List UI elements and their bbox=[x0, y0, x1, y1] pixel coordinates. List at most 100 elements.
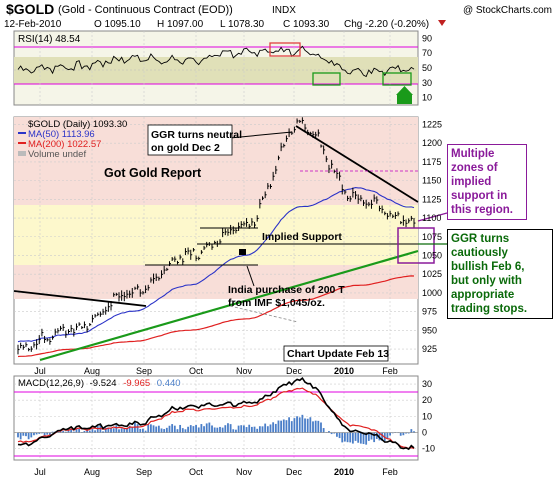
macd-hist-bar bbox=[118, 429, 120, 433]
zone-yellow bbox=[14, 205, 418, 265]
macd-hist-bar bbox=[359, 432, 362, 444]
macd-tick-label: 0 bbox=[422, 428, 427, 438]
header-close: C 1093.30 bbox=[283, 19, 330, 30]
price-month-label: Sep bbox=[136, 366, 152, 376]
macd-hist-bar bbox=[43, 432, 46, 436]
rsi-tick-label: 30 bbox=[422, 78, 432, 88]
watermark: @ StockCharts.com bbox=[463, 5, 552, 16]
macd-hist-bar bbox=[266, 426, 269, 433]
price-tick-label: 1075 bbox=[422, 232, 442, 242]
price-tick-label: 1000 bbox=[422, 288, 442, 298]
legend-ma200-swatch bbox=[18, 142, 26, 144]
bullish-line-5: appropriate bbox=[451, 289, 515, 301]
macd-hist-bar bbox=[277, 420, 280, 433]
macd-hist-bar bbox=[208, 422, 211, 433]
macd-hist-bar bbox=[258, 426, 261, 433]
price-month-label: Feb bbox=[382, 366, 398, 376]
multiple-line-4: support in bbox=[451, 190, 508, 202]
macd-hist-bar bbox=[51, 431, 54, 433]
macd-hist-bar bbox=[407, 432, 410, 434]
rsi-overbought-box bbox=[269, 42, 301, 57]
macd-hist-bar bbox=[306, 418, 309, 433]
macd-hist-bar bbox=[280, 420, 283, 433]
rsi-tick-label: 10 bbox=[422, 93, 432, 103]
macd-tick-label: -10 bbox=[422, 444, 435, 454]
rsi-line bbox=[17, 45, 415, 78]
macd-hist-bar bbox=[75, 428, 78, 433]
macd-hist-bar bbox=[240, 425, 243, 433]
macd-hist-bar bbox=[96, 426, 99, 433]
header-high: H 1097.00 bbox=[157, 19, 204, 30]
header-open: O 1095.10 bbox=[94, 19, 141, 30]
implied-support-label: Implied Support bbox=[262, 231, 342, 243]
macd-hist-bar bbox=[243, 425, 245, 433]
projection-line bbox=[229, 305, 299, 323]
up-arrow-icon bbox=[396, 86, 413, 104]
macd-hist-bar bbox=[216, 427, 219, 433]
macd-hist-bar bbox=[107, 427, 110, 433]
macd-hist-bar bbox=[229, 424, 232, 433]
legend-ma50: MA(50) 1113.96 bbox=[28, 129, 95, 140]
macd-tick-label: 30 bbox=[422, 379, 432, 389]
rsi-oversold-box-1 bbox=[312, 72, 341, 86]
header-change: Chg -2.20 (-0.20%) bbox=[344, 19, 429, 30]
macd-tick-label: 10 bbox=[422, 411, 432, 421]
price-month-label: Aug bbox=[84, 366, 100, 376]
macd-hist-bar bbox=[232, 429, 235, 433]
macd-hist-bar bbox=[373, 432, 376, 443]
macd-line bbox=[17, 377, 415, 451]
macd-hist-bar bbox=[41, 432, 43, 434]
macd-hist-bar bbox=[94, 430, 96, 433]
macd-hist-bar bbox=[290, 421, 293, 433]
macd-hist-bar bbox=[67, 429, 70, 433]
ma200-line bbox=[17, 275, 415, 358]
macd-hist-bar bbox=[219, 426, 221, 433]
macd-hist-bar bbox=[179, 424, 182, 433]
multiple-line-3: implied bbox=[451, 176, 492, 188]
price-tick-label: 1150 bbox=[422, 176, 441, 186]
macd-hist-bar bbox=[38, 432, 41, 434]
macd-hist-bar bbox=[112, 428, 115, 433]
price-month-label: Nov bbox=[236, 366, 253, 376]
macd-value: -9.524 bbox=[90, 378, 117, 389]
macd-month-label: 2010 bbox=[334, 467, 354, 477]
neutral-pointer-line bbox=[229, 131, 293, 139]
macd-hist-bar bbox=[391, 432, 394, 434]
macd-hist-bar bbox=[110, 428, 112, 433]
macd-hist-bar bbox=[298, 417, 301, 433]
macd-hist-bar bbox=[322, 428, 325, 433]
macd-hist-bar bbox=[413, 431, 415, 433]
bullish-line-3: bullish Feb 6, bbox=[451, 261, 525, 273]
neutral-callout-box bbox=[147, 124, 233, 156]
ma50-line bbox=[17, 187, 415, 343]
rsi-tick-label: 70 bbox=[422, 48, 432, 58]
macd-panel: MACD(12,26,9) -9.524 -9.965 0.440 30 20 10… bbox=[13, 375, 435, 461]
macd-hist-bar bbox=[102, 431, 104, 433]
macd-hist-bar bbox=[343, 432, 346, 442]
macd-hist-bar bbox=[64, 431, 67, 433]
macd-hist-bar bbox=[330, 432, 333, 435]
macd-hist-bar bbox=[349, 432, 352, 443]
rsi-neutral-zone bbox=[14, 57, 418, 84]
macd-hist-bar bbox=[200, 424, 203, 433]
downtrend-line-right bbox=[295, 125, 419, 203]
price-panel: $GOLD (Daily) 1093.30 MA(50) 1113.96 MA(… bbox=[13, 116, 448, 365]
macd-hist-bar bbox=[91, 429, 94, 433]
india-marker bbox=[239, 249, 246, 255]
macd-hist-bar bbox=[389, 432, 391, 436]
support-region-box bbox=[397, 227, 435, 264]
macd-hist-bar bbox=[205, 423, 208, 433]
multiple-pointer-line bbox=[417, 212, 448, 222]
chart-exchange: INDX bbox=[272, 5, 296, 16]
macd-month-label: Jul bbox=[34, 467, 46, 477]
macd-hist-bar bbox=[293, 418, 296, 433]
macd-hist-bar bbox=[224, 425, 227, 433]
macd-hist-bar bbox=[123, 428, 126, 433]
macd-hist-bar bbox=[17, 432, 19, 438]
macd-hist-bar bbox=[30, 432, 33, 438]
macd-hist-bar bbox=[128, 425, 131, 433]
macd-hist-bar bbox=[56, 431, 59, 433]
macd-hist-bar bbox=[333, 432, 336, 434]
macd-hist-bar bbox=[187, 426, 189, 433]
